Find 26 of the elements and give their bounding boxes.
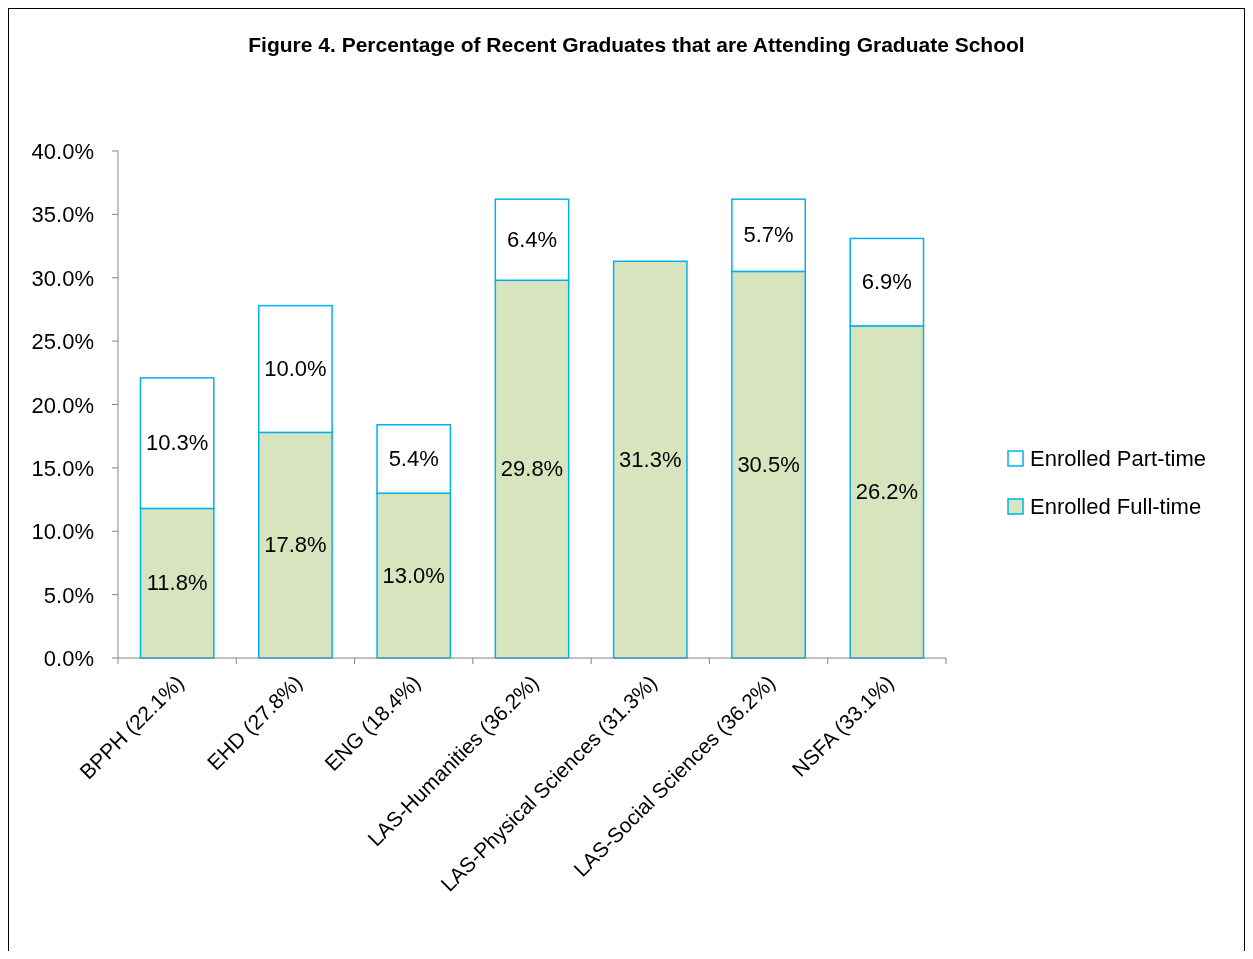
chart-title: Figure 4. Percentage of Recent Graduates that are Attending Graduate School [248,33,1025,56]
data-label: 10.3% [145,430,209,456]
y-tick-label: 0.0% [43,646,94,671]
y-tick-label: 20.0% [31,392,94,418]
data-label: 6.4% [506,226,558,252]
bar [612,260,688,659]
data-label: 31.3% [619,446,682,472]
data-label: 6.9% [861,269,912,295]
y-tick-label: 40.0% [31,139,94,164]
y-tick-label: 35.0% [31,202,94,228]
y-tick-label: 15.0% [31,455,94,481]
data-label: 5.7% [743,222,794,248]
data-label: 26.2% [855,478,919,504]
y-tick-label: 30.0% [31,265,94,291]
legend-label: Enrolled Full-time [1030,494,1202,519]
y-tick-label: 25.0% [31,329,94,355]
legend-label: Enrolled Part-time [1030,446,1207,471]
data-label: 11.8% [146,570,208,596]
data-label: 29.8% [500,456,564,482]
data-label: 17.8% [264,532,327,558]
data-label: 5.4% [388,446,439,471]
data-label: 10.0% [264,356,327,382]
data-label: 30.5% [737,451,800,477]
y-tick-label: 10.0% [31,519,94,545]
data-label: 13.0% [382,562,445,588]
y-tick-label: 5.0% [43,582,94,608]
